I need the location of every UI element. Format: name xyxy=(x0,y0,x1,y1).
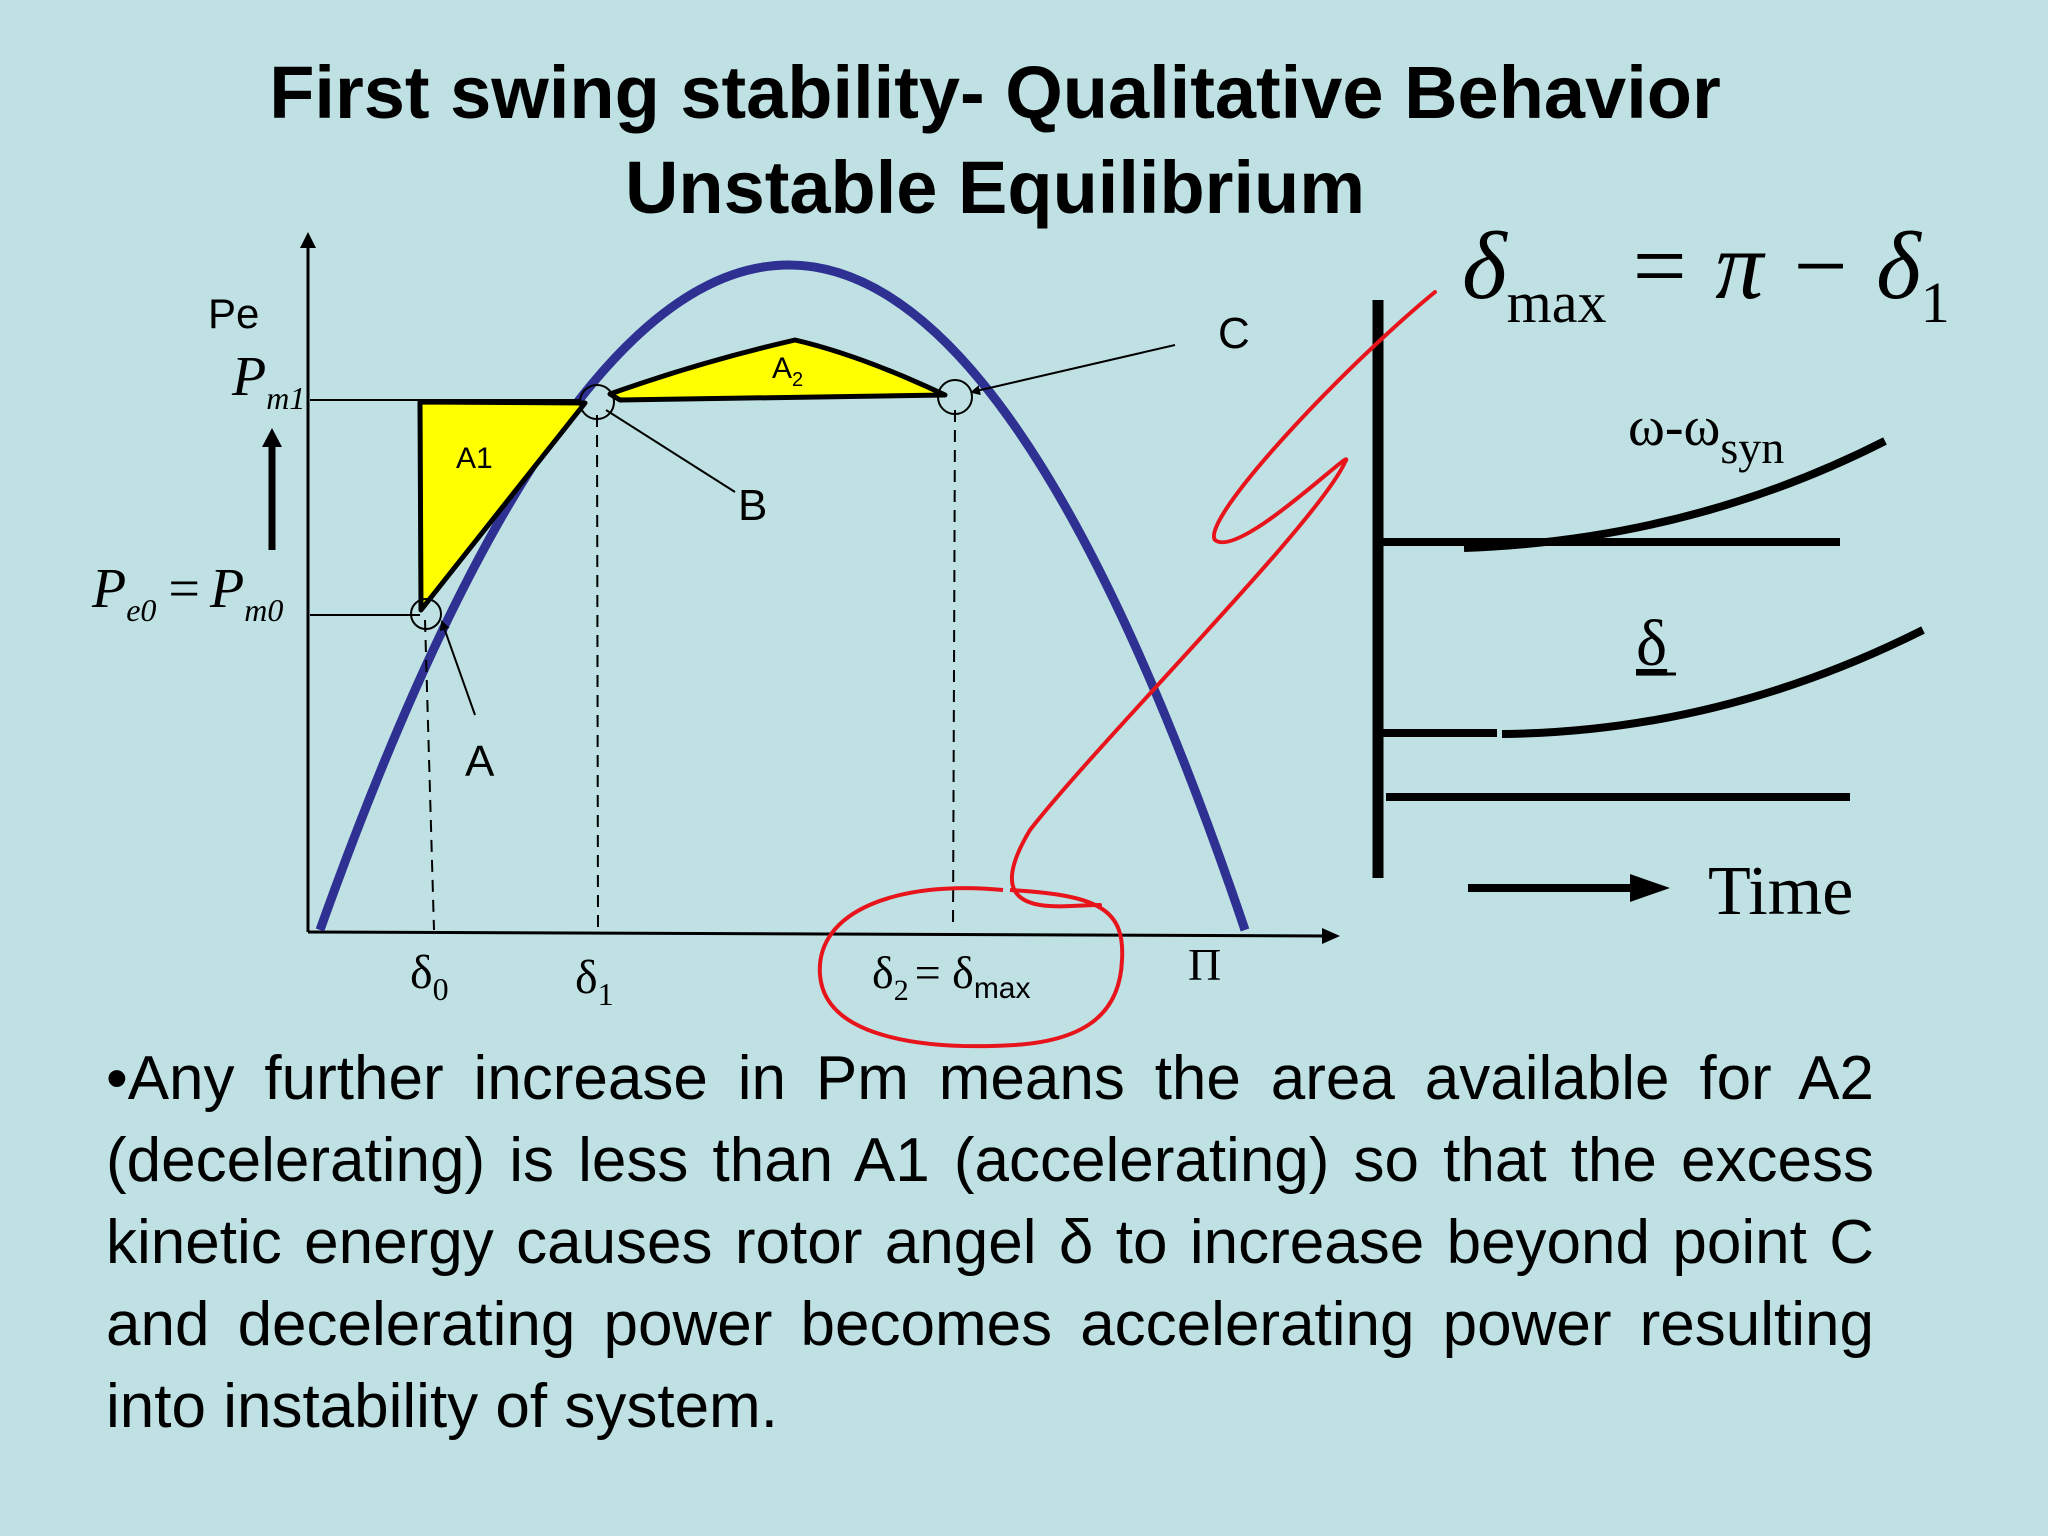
delta1-drop-line xyxy=(596,414,599,931)
point-b-pointer xyxy=(605,409,736,493)
area-a1 xyxy=(417,399,588,613)
delta-response-curve xyxy=(1501,626,1925,738)
area-a1-label: A1 xyxy=(456,442,493,475)
delta1-tick-label: δ1 xyxy=(575,951,614,1012)
pm-increase-arrowhead xyxy=(262,428,282,447)
delta2-equals-deltamax-tick-label: δ2 = δmax xyxy=(872,947,1031,1007)
y-axis-arrowhead xyxy=(300,232,316,248)
power-angle-curve xyxy=(315,260,1250,932)
slide-title-line-2: Unstable Equilibrium xyxy=(624,146,1366,229)
x-axis xyxy=(307,930,1331,938)
pe0-equals-pm0-label: Pe0 = Pm0 xyxy=(91,558,283,628)
point-a-marker xyxy=(410,598,442,630)
time-arrow-head xyxy=(1630,874,1670,902)
area-a2 xyxy=(607,337,948,403)
pi-tick-label: Π xyxy=(1188,939,1221,990)
time-label: Time xyxy=(1708,853,1853,930)
delta0-tick-label: δ0 xyxy=(410,946,449,1007)
y-axis-label: Pe xyxy=(208,290,259,337)
point-b-marker xyxy=(579,384,615,420)
delta-response-label: δ xyxy=(1636,607,1667,680)
point-a-label: A xyxy=(465,737,495,786)
point-a-pointer xyxy=(439,620,476,716)
point-c-pointer xyxy=(970,344,1176,396)
slide-title-line-1: First swing stability- Qualitative Behav… xyxy=(269,51,1721,134)
point-c-label: C xyxy=(1218,309,1250,358)
delta2-drop-line xyxy=(952,409,956,931)
delta-max-formula: δmax = π − δ1 xyxy=(1462,212,1950,335)
x-axis-arrowhead xyxy=(1322,928,1340,944)
area-a2-label: A2 xyxy=(772,352,803,391)
point-c-marker xyxy=(937,379,973,415)
pm1-label: Pm1 xyxy=(231,346,305,416)
omega-minus-omega-syn-label: ω-ωsyn xyxy=(1628,396,1784,473)
red-annotation-stroke xyxy=(1010,290,1437,909)
omega-response-curve xyxy=(1463,437,1887,552)
point-b-label: B xyxy=(738,481,767,530)
explanation-paragraph: •Any further increase in Pm means the ar… xyxy=(106,1044,1874,1441)
red-annotation-circle xyxy=(817,886,1125,1049)
delta0-drop-line xyxy=(424,619,435,931)
